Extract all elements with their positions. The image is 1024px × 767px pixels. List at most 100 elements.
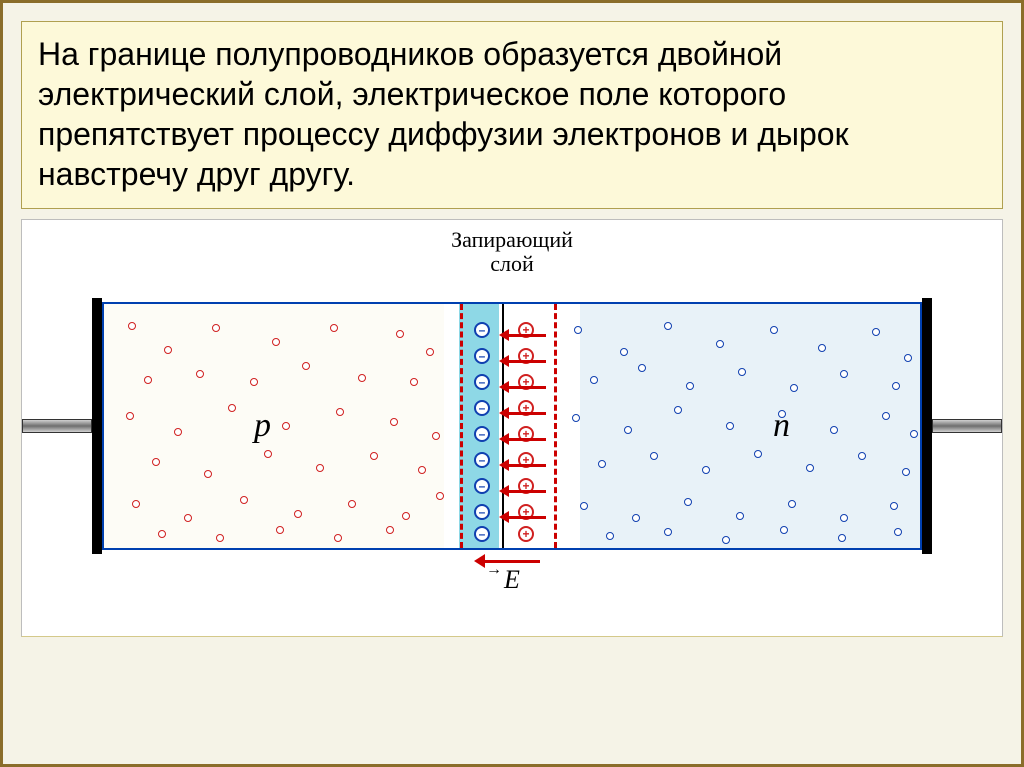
depletion-boundary-left [460, 304, 463, 548]
hole [272, 338, 280, 346]
electron [638, 364, 646, 372]
electron [624, 426, 632, 434]
electron [702, 466, 710, 474]
field-arrow-icon [508, 516, 546, 519]
negative-ion: – [474, 478, 490, 494]
hole [212, 324, 220, 332]
wire-left [22, 419, 92, 433]
electron [674, 406, 682, 414]
hole [402, 512, 410, 520]
hole [228, 404, 236, 412]
hole [358, 374, 366, 382]
hole [276, 526, 284, 534]
field-arrow-icon [508, 438, 546, 441]
electron [892, 382, 900, 390]
electron [910, 430, 918, 438]
electron [686, 382, 694, 390]
field-arrow-icon [508, 464, 546, 467]
hole [240, 496, 248, 504]
field-arrow-icon [508, 490, 546, 493]
hole [264, 450, 272, 458]
electron [620, 348, 628, 356]
hole [418, 466, 426, 474]
hole [126, 412, 134, 420]
electron [572, 414, 580, 422]
hole [436, 492, 444, 500]
electron [806, 464, 814, 472]
negative-ion: – [474, 374, 490, 390]
description-text-box: На границе полупроводников образуется дв… [21, 21, 1003, 209]
pn-junction-diagram: Запирающий слой p n –––––––––+++++++++ →… [21, 219, 1003, 637]
negative-ion: – [474, 504, 490, 520]
negative-ion: – [474, 526, 490, 542]
electron [882, 412, 890, 420]
field-arrow-icon [508, 412, 546, 415]
electron [606, 532, 614, 540]
hole [132, 500, 140, 508]
field-arrow-icon [508, 386, 546, 389]
electron [788, 500, 796, 508]
junction-label: Запирающий слой [451, 228, 573, 276]
electron [580, 502, 588, 510]
e-field-label: → E [484, 565, 540, 595]
hole [316, 464, 324, 472]
wire-right [932, 419, 1002, 433]
hole [432, 432, 440, 440]
negative-ion: – [474, 348, 490, 364]
hole [370, 452, 378, 460]
electron [574, 326, 582, 334]
electron [590, 376, 598, 384]
hole [334, 534, 342, 542]
junction-label-line-2: слой [490, 251, 534, 276]
electron [818, 344, 826, 352]
hole [204, 470, 212, 478]
n-region [580, 304, 920, 548]
device-body: p n –––––––––+++++++++ [102, 302, 922, 550]
endcap-left [92, 298, 102, 554]
field-arrow-icon [508, 334, 546, 337]
hole [336, 408, 344, 416]
hole [302, 362, 310, 370]
hole [348, 500, 356, 508]
electron [904, 354, 912, 362]
electron [790, 384, 798, 392]
electron [664, 528, 672, 536]
e-field-vector: → E [484, 560, 540, 595]
field-arrow-icon [508, 360, 546, 363]
electron [894, 528, 902, 536]
electron [722, 536, 730, 544]
negative-ion: – [474, 400, 490, 416]
hole [410, 378, 418, 386]
depletion-boundary-right [554, 304, 557, 548]
description-paragraph: На границе полупроводников образуется дв… [38, 34, 986, 194]
semiconductor-device: p n –––––––––+++++++++ [92, 302, 932, 550]
hole [158, 530, 166, 538]
electron [890, 502, 898, 510]
electron [726, 422, 734, 430]
negative-ion: – [474, 452, 490, 468]
hole [152, 458, 160, 466]
electron [902, 468, 910, 476]
hole [282, 422, 290, 430]
electron [738, 368, 746, 376]
electron [664, 322, 672, 330]
electron [632, 514, 640, 522]
endcap-right [922, 298, 932, 554]
hole [196, 370, 204, 378]
electron [872, 328, 880, 336]
hole [386, 526, 394, 534]
electron [736, 512, 744, 520]
hole [144, 376, 152, 384]
hole [174, 428, 182, 436]
electron [778, 410, 786, 418]
hole [330, 324, 338, 332]
hole [396, 330, 404, 338]
hole [294, 510, 302, 518]
electron [838, 534, 846, 542]
negative-ion: – [474, 322, 490, 338]
hole [250, 378, 258, 386]
electron [598, 460, 606, 468]
hole [184, 514, 192, 522]
negative-ion: – [474, 426, 490, 442]
electron [780, 526, 788, 534]
